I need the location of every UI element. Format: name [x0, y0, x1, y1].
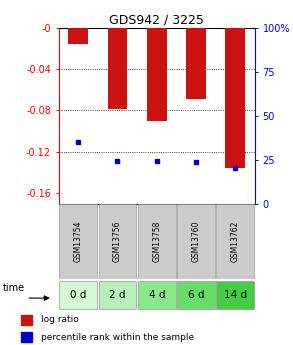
Text: time: time — [3, 283, 25, 293]
Bar — [177, 281, 215, 309]
Bar — [147, 28, 166, 121]
Text: 6 d: 6 d — [188, 290, 204, 300]
Text: 2 d: 2 d — [109, 290, 126, 300]
Bar — [108, 28, 127, 109]
Bar — [138, 281, 176, 309]
Text: 0 d: 0 d — [70, 290, 86, 300]
Text: GSM13760: GSM13760 — [192, 221, 200, 262]
Text: GSM13758: GSM13758 — [152, 221, 161, 262]
Text: GSM13762: GSM13762 — [231, 221, 240, 262]
Bar — [21, 315, 32, 325]
Text: 4 d: 4 d — [149, 290, 165, 300]
Text: log ratio: log ratio — [41, 315, 79, 324]
Text: 14 d: 14 d — [224, 290, 247, 300]
Bar — [226, 28, 245, 168]
Bar — [217, 281, 254, 309]
Bar — [177, 204, 215, 279]
Bar — [59, 204, 97, 279]
Bar — [68, 28, 88, 44]
Text: GSM13754: GSM13754 — [74, 221, 83, 262]
Bar — [138, 204, 176, 279]
Bar — [59, 281, 97, 309]
Bar — [21, 332, 32, 342]
Bar — [186, 28, 206, 99]
Text: GSM13756: GSM13756 — [113, 221, 122, 262]
Bar — [217, 204, 254, 279]
Bar — [99, 204, 136, 279]
Bar — [99, 281, 136, 309]
Title: GDS942 / 3225: GDS942 / 3225 — [109, 13, 204, 27]
Text: percentile rank within the sample: percentile rank within the sample — [41, 333, 194, 342]
